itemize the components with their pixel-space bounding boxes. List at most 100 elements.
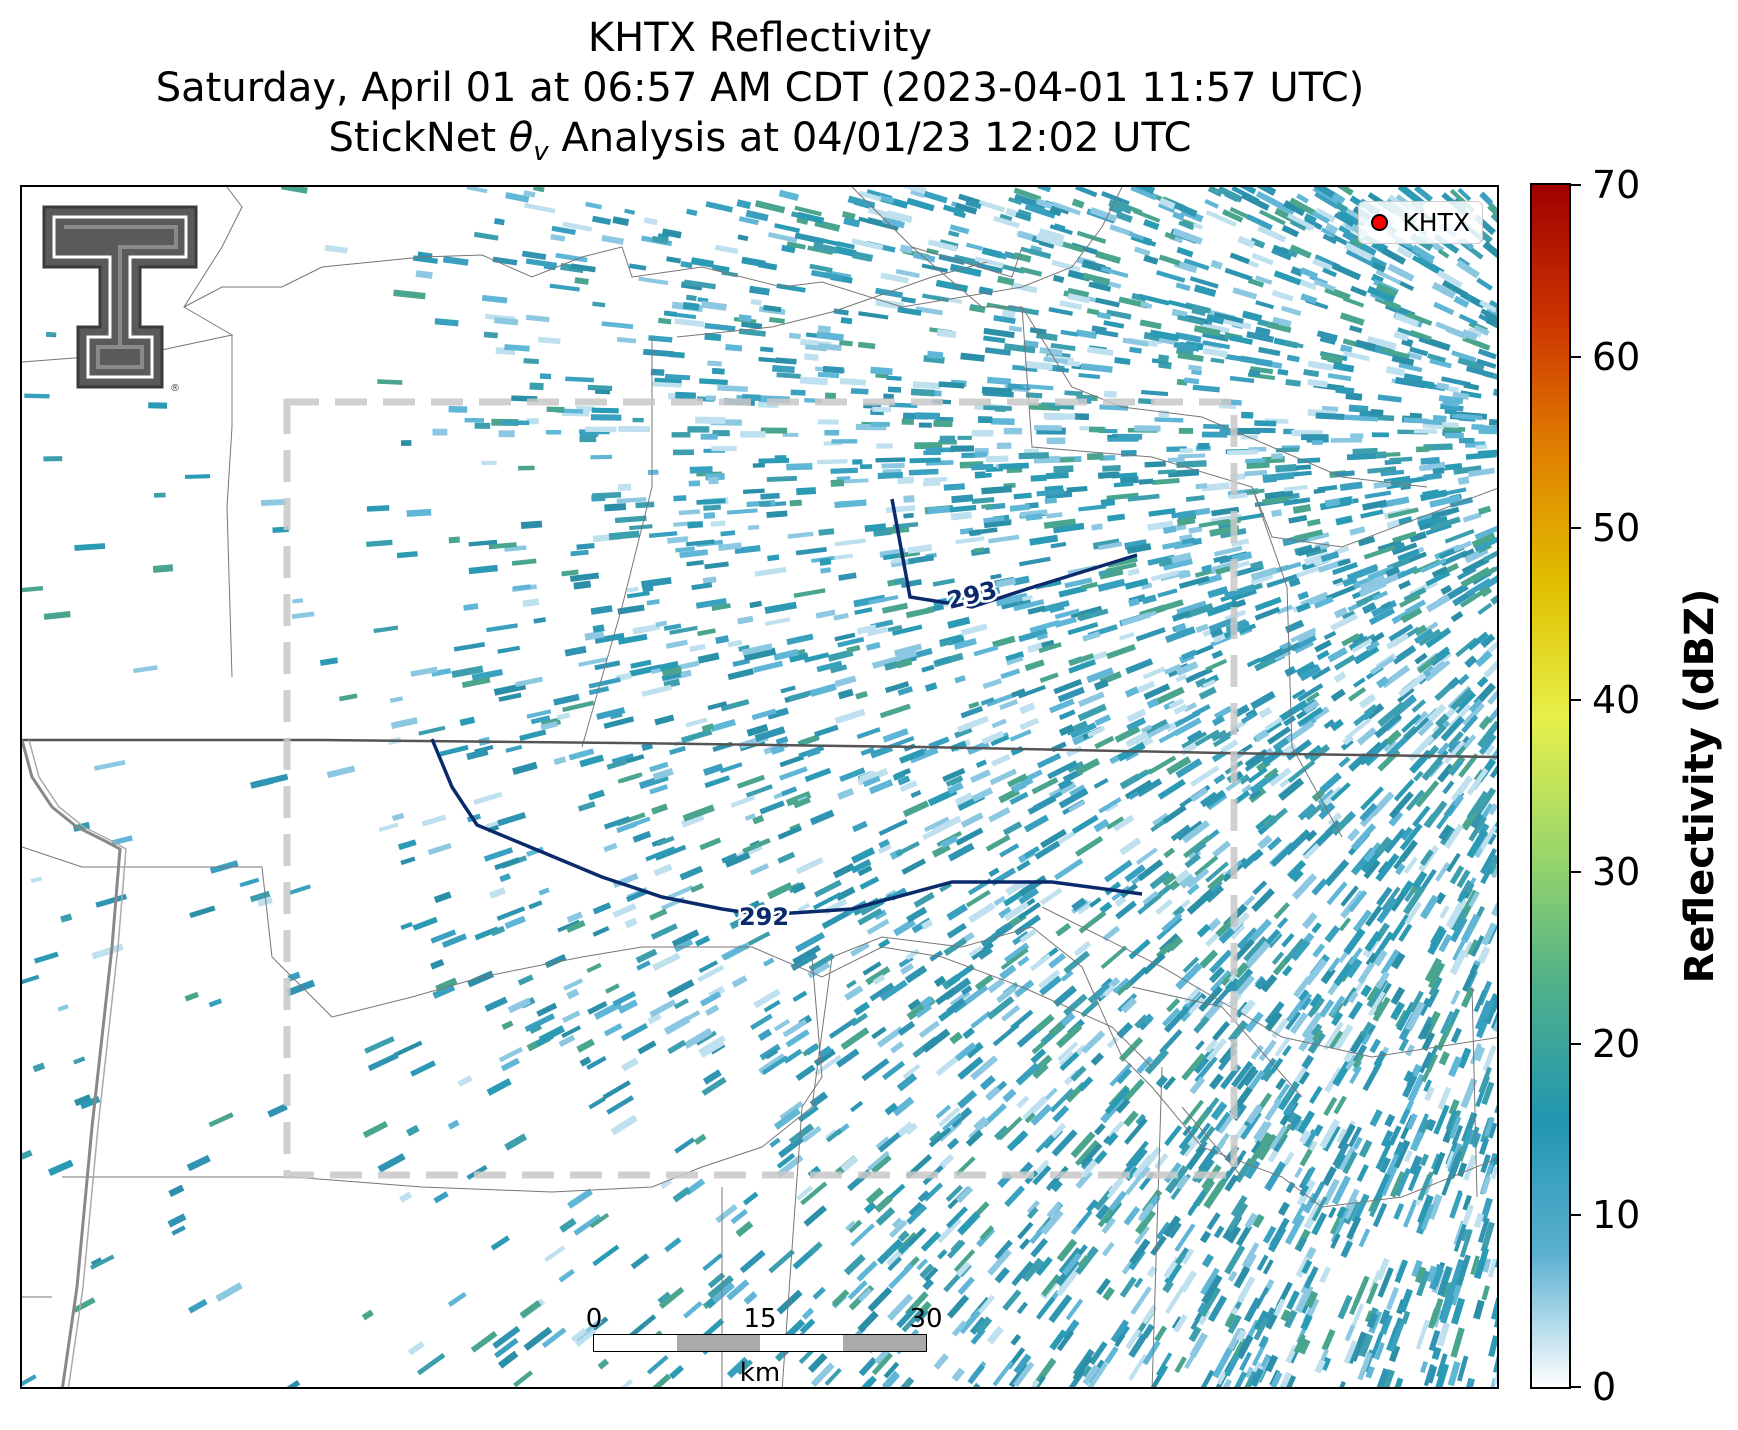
echo-gate (1384, 828, 1407, 854)
echo-gate (790, 389, 806, 396)
echo-gate (615, 1378, 634, 1387)
echo-gate (1206, 599, 1239, 617)
echo-gate (650, 923, 678, 940)
echo-gate (1212, 733, 1231, 748)
echo-gate (1449, 865, 1465, 885)
echo-gate (1075, 329, 1098, 339)
echo-gate (779, 766, 808, 781)
echo-gate (979, 1225, 995, 1241)
echo-gate (953, 1249, 976, 1273)
echo-gate (1255, 813, 1274, 831)
echo-gate (1490, 212, 1497, 232)
echo-gate (928, 1126, 952, 1148)
echo-gate (1162, 1215, 1181, 1238)
echo-gate (1364, 1310, 1373, 1323)
echo-gate (971, 463, 994, 471)
echo-gate (1223, 583, 1255, 599)
echo-gate (617, 483, 632, 491)
echo-gate (1114, 895, 1127, 908)
echo-gate (793, 588, 826, 598)
echo-gate (880, 272, 909, 284)
colorbar-tick-label: 30 (1592, 849, 1641, 894)
echo-gate (1370, 408, 1384, 416)
echo-gate (1450, 1258, 1465, 1286)
echo-gate (1049, 206, 1062, 217)
echo-gate (257, 895, 273, 907)
echo-gate (877, 843, 892, 855)
echo-gate (1444, 529, 1475, 544)
echo-gate (647, 1012, 662, 1025)
echo-gate (1032, 1063, 1049, 1080)
echo-gate (448, 406, 468, 413)
echo-gate (1088, 1341, 1108, 1366)
echo-gate (1347, 991, 1359, 1004)
echo-gate (697, 628, 716, 637)
echo-gate (789, 652, 809, 663)
echo-gate (983, 405, 1012, 411)
echo-gate (1307, 1005, 1319, 1018)
echo-gate (1040, 828, 1067, 849)
echo-gate (1314, 191, 1339, 210)
echo-gate (1055, 922, 1072, 937)
echo-gate (1483, 568, 1497, 590)
echo-gate (1359, 1031, 1372, 1046)
echo-gate (670, 351, 685, 359)
echo-gate (1231, 598, 1247, 609)
echo-gate (1017, 1221, 1034, 1240)
echo-gate (1305, 801, 1326, 821)
echo-gate (996, 442, 1012, 449)
echo-gate (945, 1206, 968, 1229)
echo-gate (931, 815, 962, 835)
echo-gate (1276, 604, 1294, 615)
echo-gate (1031, 777, 1059, 795)
echo-gate (704, 322, 736, 332)
echo-gate (1394, 376, 1425, 389)
echo-gate (281, 187, 308, 194)
echo-gate (947, 230, 960, 238)
echo-gate (74, 1094, 92, 1107)
echo-gate (1099, 901, 1113, 914)
echo-gate (1463, 881, 1475, 894)
echo-gate (562, 700, 595, 713)
echo-gate (968, 945, 983, 958)
echo-gate (1181, 819, 1210, 844)
echo-gate (766, 475, 798, 483)
echo-gate (1346, 452, 1377, 461)
echo-gate (1365, 1282, 1379, 1305)
echo-gate (626, 586, 639, 593)
echo-gate (1095, 297, 1120, 308)
echo-gate (1477, 720, 1497, 749)
echo-gate (1490, 1166, 1497, 1180)
echo-gate (1219, 1378, 1233, 1387)
echo-gate (720, 530, 736, 537)
echo-gate (512, 761, 538, 776)
echo-gate (1276, 1123, 1293, 1145)
echo-gate (1232, 938, 1255, 962)
echo-gate (1450, 1327, 1465, 1358)
echo-gate (947, 842, 975, 862)
echo-gate (1291, 873, 1318, 900)
echo-gate (1270, 1371, 1283, 1387)
echo-gate (903, 495, 915, 503)
echo-gate (1212, 1347, 1233, 1379)
echo-gate (751, 708, 777, 721)
echo-gate (957, 435, 972, 440)
echo-gate (1173, 341, 1199, 352)
echo-gate (1290, 627, 1317, 643)
radar-map[interactable]: 293 292 ® KHTX (20, 185, 1499, 1389)
echo-gate (1373, 1173, 1391, 1202)
echo-gate (1427, 353, 1447, 363)
echo-gate (854, 607, 873, 615)
echo-gate (1246, 214, 1273, 231)
echo-gate (868, 594, 899, 605)
echo-gate (1289, 244, 1312, 259)
echo-gate (1246, 657, 1262, 668)
echo-gate (1307, 360, 1334, 372)
echo-gate (43, 611, 71, 620)
echo-gate (483, 847, 514, 862)
echo-gate (1311, 210, 1330, 224)
echo-gate (1012, 575, 1030, 586)
echo-gate (1115, 900, 1137, 920)
echo-gate (656, 835, 675, 847)
echo-gate (971, 429, 994, 437)
